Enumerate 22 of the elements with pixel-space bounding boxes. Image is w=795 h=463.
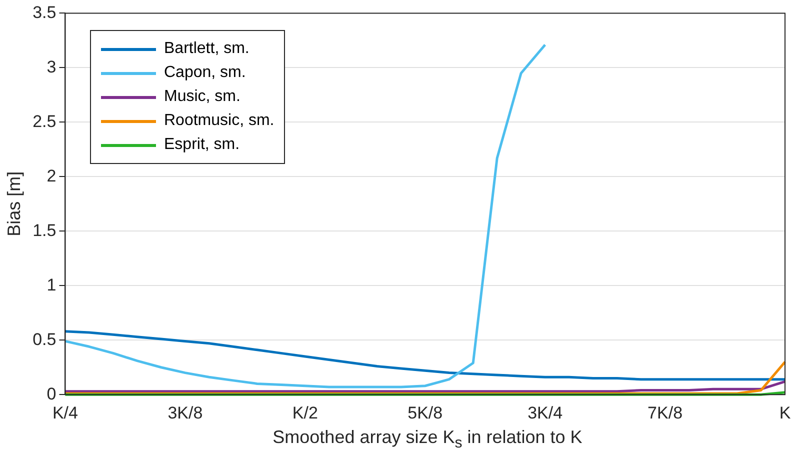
y-tick-label: 2.5 <box>32 112 56 131</box>
y-tick-label: 0 <box>46 384 56 404</box>
y-tick-label: 1.5 <box>32 220 56 240</box>
legend-label: Bartlett, sm. <box>164 40 250 58</box>
y-tick-label: 0.5 <box>32 330 56 349</box>
x-tick-label: 5K/8 <box>408 403 443 422</box>
y-tick-label: 2 <box>46 166 56 186</box>
y-tick-label: 1 <box>46 275 56 294</box>
legend-label: Music, sm. <box>164 88 240 106</box>
y-tick-label: 3 <box>46 57 56 76</box>
y-axis-title: Bias [m] <box>4 171 24 236</box>
legend-label: Capon, sm. <box>164 64 246 82</box>
x-tick-label: K/4 <box>52 403 78 422</box>
y-tick-label: 3.5 <box>32 2 56 22</box>
legend-label: Rootmusic, sm. <box>164 112 274 130</box>
x-axis-title: Smoothed array size K$_{s}$ in relation to K <box>272 427 584 452</box>
legend-label: Esprit, sm. <box>164 136 240 154</box>
x-tick-label: K <box>779 403 792 422</box>
x-tick-label: K/2 <box>292 403 318 422</box>
x-tick-label: 7K/8 <box>648 403 683 422</box>
x-tick-label: 3K/4 <box>528 403 563 422</box>
x-tick-label: 3K/8 <box>168 403 203 422</box>
